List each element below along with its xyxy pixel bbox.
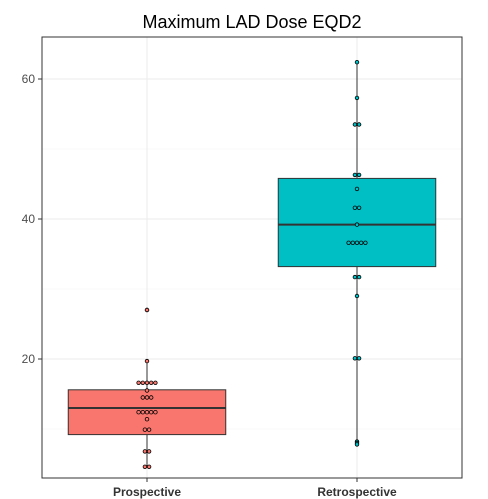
data-point xyxy=(142,427,148,432)
data-point xyxy=(356,274,362,280)
data-point xyxy=(144,410,150,415)
data-point xyxy=(148,395,154,400)
data-point xyxy=(346,240,351,245)
box-layer xyxy=(67,62,437,468)
data-point xyxy=(142,449,148,454)
data-point xyxy=(146,449,152,454)
chart-title: Maximum LAD Dose EQD2 xyxy=(142,12,361,32)
data-point xyxy=(363,240,368,245)
data-point xyxy=(359,240,364,245)
data-point xyxy=(356,122,362,127)
data-point xyxy=(354,186,360,192)
data-point xyxy=(354,60,360,65)
data-point xyxy=(144,388,150,393)
data-point xyxy=(148,410,154,415)
data-point xyxy=(140,395,145,400)
data-point xyxy=(352,274,358,280)
x-category-label: Retrospective xyxy=(317,485,397,499)
data-point xyxy=(144,417,150,422)
data-point xyxy=(146,427,152,432)
data-point xyxy=(350,240,355,245)
data-point xyxy=(136,410,141,415)
axes: 20 40 60 Prospective Retrospective xyxy=(22,72,397,499)
data-point xyxy=(153,380,158,385)
data-point xyxy=(352,356,358,361)
data-point xyxy=(352,172,358,178)
data-points xyxy=(136,60,368,469)
data-point xyxy=(354,293,360,299)
data-point xyxy=(352,122,358,127)
data-point xyxy=(140,380,145,385)
data-point xyxy=(136,380,141,385)
x-category-label: Prospective xyxy=(113,485,181,499)
data-point xyxy=(352,205,358,210)
data-point xyxy=(144,395,150,400)
data-point xyxy=(140,410,145,415)
data-point xyxy=(356,205,362,210)
y-tick-label: 20 xyxy=(22,352,36,366)
data-point xyxy=(144,358,150,364)
data-point xyxy=(354,222,360,227)
y-tick-label: 60 xyxy=(22,72,36,86)
data-point xyxy=(356,356,362,361)
data-point xyxy=(146,464,152,469)
data-point xyxy=(354,442,360,447)
data-point xyxy=(148,380,154,385)
data-point xyxy=(153,410,158,415)
plot-panel-border xyxy=(41,36,463,479)
y-tick-label: 40 xyxy=(22,212,36,226)
data-point xyxy=(144,380,150,385)
data-point xyxy=(354,240,360,245)
data-point xyxy=(142,464,148,469)
data-point xyxy=(356,172,362,178)
data-point xyxy=(144,307,150,313)
data-point xyxy=(354,95,360,101)
grid-lines xyxy=(42,37,462,478)
